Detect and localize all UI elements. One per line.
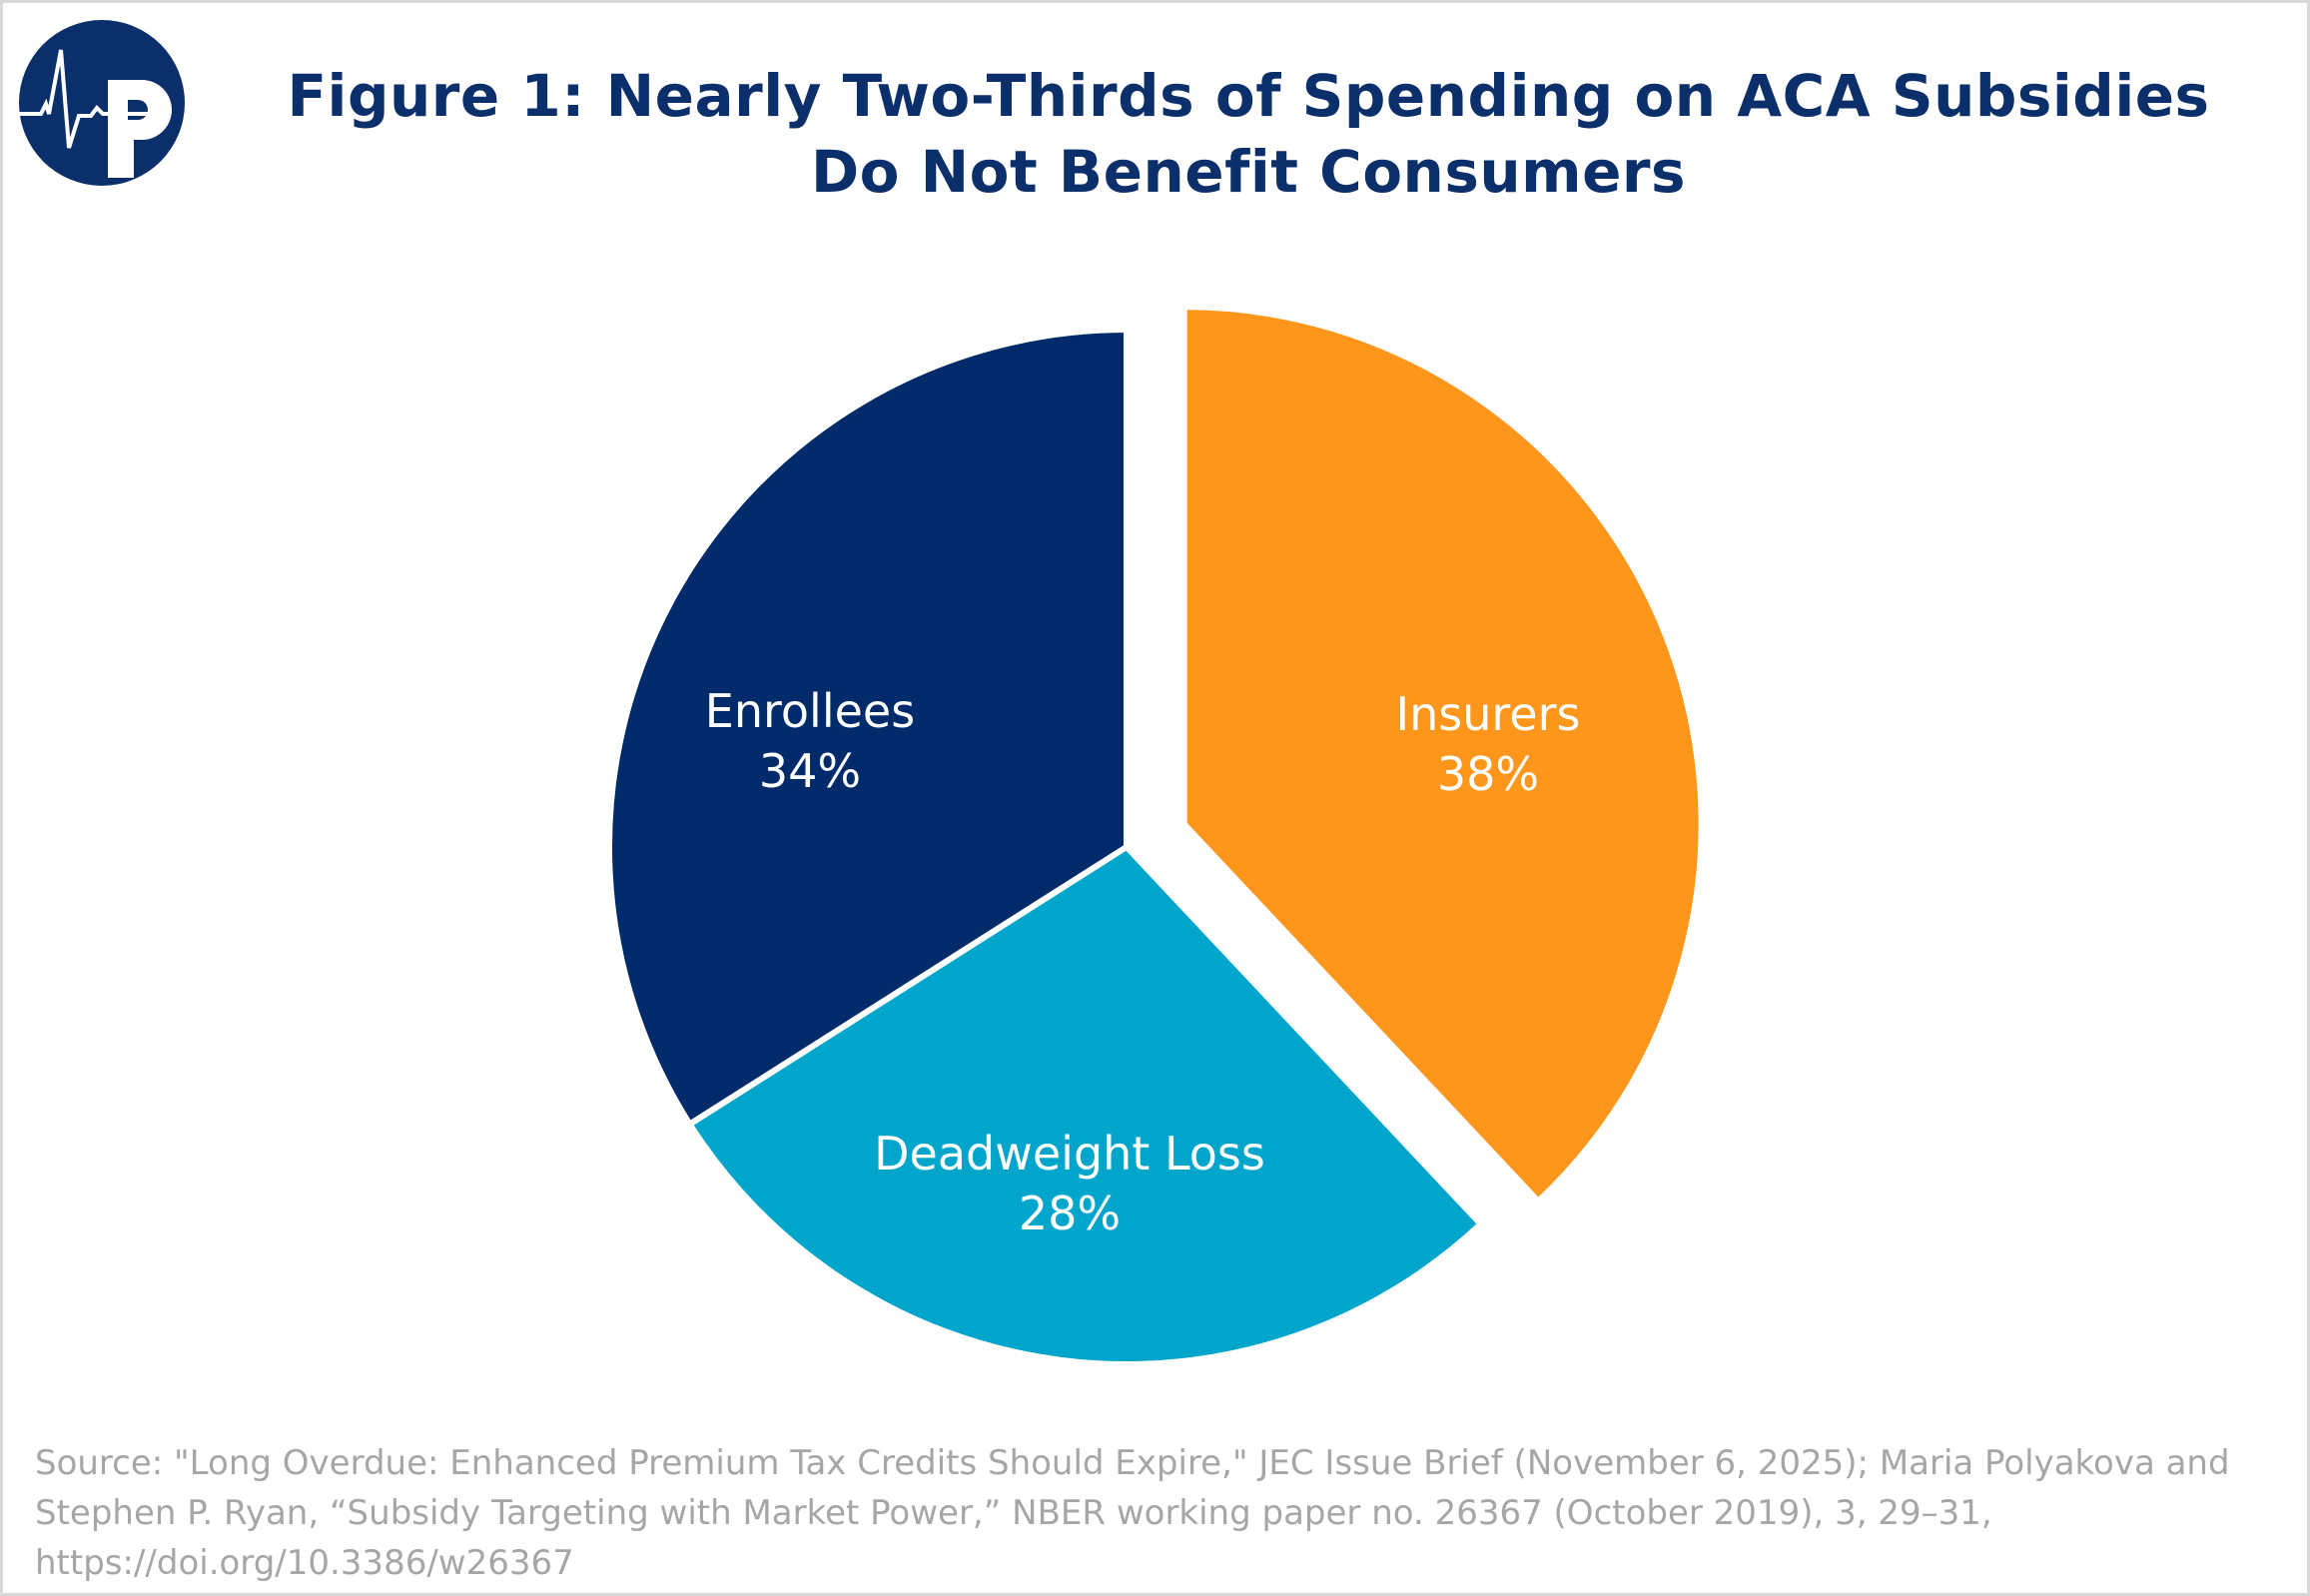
pie-slice-enrollees <box>606 326 1130 1129</box>
slice-label-deadweight-loss: Deadweight Loss 28% <box>874 1124 1265 1243</box>
slice-label-name: Deadweight Loss <box>874 1127 1265 1181</box>
slice-label-name: Enrollees <box>704 684 916 738</box>
title-line-1: Figure 1: Nearly Two-Thirds of Spending … <box>287 62 2210 130</box>
slice-label-value: 28% <box>1018 1187 1122 1240</box>
slice-label-value: 38% <box>1436 747 1540 801</box>
slice-label-insurers: Insurers 38% <box>1396 684 1581 804</box>
slice-label-value: 34% <box>758 744 862 798</box>
source-line-1: Source: "Long Overdue: Enhanced Premium … <box>35 1443 2230 1483</box>
chart-title: Figure 1: Nearly Two-Thirds of Spending … <box>250 58 2247 210</box>
logo-icon <box>19 20 185 186</box>
slice-label-name: Insurers <box>1395 687 1581 741</box>
source-line-2: Stephen P. Ryan, “Subsidy Targeting with… <box>35 1493 1992 1533</box>
slice-label-enrollees: Enrollees 34% <box>705 681 915 801</box>
pie-slice-deadweight-loss <box>685 843 1485 1368</box>
pie-slice-insurers <box>1180 304 1705 1206</box>
source-note: Source: "Long Overdue: Enhanced Premium … <box>35 1438 2272 1588</box>
source-line-3: https://doi.org/10.3386/w26367 <box>35 1543 574 1583</box>
title-line-2: Do Not Benefit Consumers <box>810 138 1687 206</box>
